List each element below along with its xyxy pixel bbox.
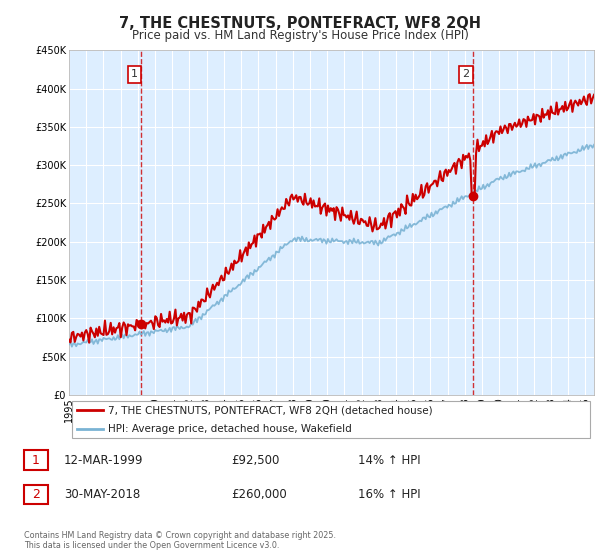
- Text: £260,000: £260,000: [231, 488, 287, 501]
- Text: HPI: Average price, detached house, Wakefield: HPI: Average price, detached house, Wake…: [109, 424, 352, 433]
- Text: 12-MAR-1999: 12-MAR-1999: [64, 454, 143, 466]
- Text: 7, THE CHESTNUTS, PONTEFRACT, WF8 2QH: 7, THE CHESTNUTS, PONTEFRACT, WF8 2QH: [119, 16, 481, 31]
- FancyBboxPatch shape: [71, 401, 590, 438]
- FancyBboxPatch shape: [23, 485, 48, 505]
- FancyBboxPatch shape: [23, 450, 48, 470]
- Text: 14% ↑ HPI: 14% ↑ HPI: [358, 454, 420, 466]
- Text: Contains HM Land Registry data © Crown copyright and database right 2025.
This d: Contains HM Land Registry data © Crown c…: [24, 531, 336, 550]
- Text: Price paid vs. HM Land Registry's House Price Index (HPI): Price paid vs. HM Land Registry's House …: [131, 29, 469, 42]
- Text: 2: 2: [463, 69, 469, 79]
- Text: 7, THE CHESTNUTS, PONTEFRACT, WF8 2QH (detached house): 7, THE CHESTNUTS, PONTEFRACT, WF8 2QH (d…: [109, 405, 433, 415]
- Text: 1: 1: [32, 454, 40, 466]
- Text: 16% ↑ HPI: 16% ↑ HPI: [358, 488, 420, 501]
- Text: 30-MAY-2018: 30-MAY-2018: [64, 488, 140, 501]
- Text: 2: 2: [32, 488, 40, 501]
- Text: 1: 1: [131, 69, 138, 79]
- Text: £92,500: £92,500: [231, 454, 279, 466]
